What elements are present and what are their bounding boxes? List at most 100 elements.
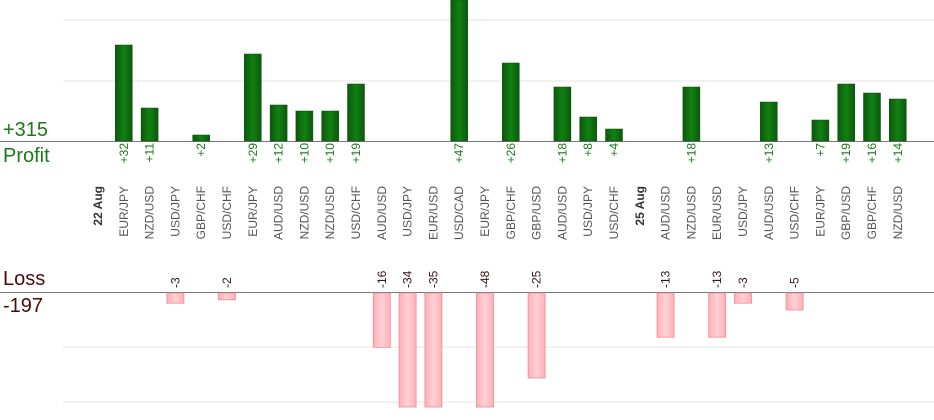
profit-value-label: +2 bbox=[194, 143, 208, 157]
loss-value-label: -34 bbox=[401, 270, 415, 288]
profit-bar bbox=[811, 119, 830, 142]
loss-bar bbox=[708, 292, 727, 338]
loss-value-label: -3 bbox=[736, 277, 750, 288]
category-label: USD/CAD bbox=[452, 186, 466, 240]
loss-bar bbox=[656, 292, 675, 338]
category-label: NZD/USD bbox=[323, 186, 337, 240]
category-label: EUR/JPY bbox=[117, 186, 131, 237]
profit-bar bbox=[347, 83, 365, 142]
profit-bar bbox=[863, 92, 881, 142]
value-labels: +32 +11 -3 +2 -2 +29 +12 +10 +10 +19 -16 -34 -35 +47 -… bbox=[117, 143, 905, 288]
profit-bar bbox=[889, 98, 907, 142]
profit-value-label: +16 bbox=[865, 143, 879, 164]
loss-value-label: -13 bbox=[710, 270, 724, 288]
profit-bar bbox=[244, 53, 262, 142]
category-label: NZD/USD bbox=[684, 186, 698, 240]
loss-bar bbox=[372, 292, 391, 348]
loss-value-label: -35 bbox=[426, 270, 440, 288]
loss-value-label: -25 bbox=[530, 270, 544, 288]
profit-bar bbox=[115, 44, 133, 142]
category-label: GBP/CHF bbox=[194, 186, 208, 239]
profit-value-label: +4 bbox=[607, 143, 621, 157]
category-label: AUD/USD bbox=[659, 186, 673, 240]
category-label: GBP/USD bbox=[839, 186, 853, 240]
category-label: AUD/USD bbox=[762, 186, 776, 240]
category-label: AUD/USD bbox=[272, 186, 286, 240]
profit-value-label: +10 bbox=[297, 143, 311, 164]
date-separator-label: 25 Aug bbox=[633, 186, 647, 226]
loss-bar bbox=[218, 292, 236, 301]
category-label: USD/JPY bbox=[581, 186, 595, 237]
profit-bar bbox=[760, 101, 778, 142]
profit-bar bbox=[837, 83, 855, 142]
category-label: USD/JPY bbox=[168, 186, 182, 237]
profit-bar bbox=[192, 134, 210, 142]
profit-value-label: +47 bbox=[452, 143, 466, 164]
profit-bar bbox=[605, 128, 623, 142]
category-label: EUR/JPY bbox=[478, 186, 492, 237]
profit-value-label: +29 bbox=[246, 143, 260, 164]
category-label: GBP/USD bbox=[530, 186, 544, 240]
loss-label: Loss bbox=[3, 268, 46, 290]
category-label: GBP/CHF bbox=[865, 186, 879, 239]
category-label: USD/CHF bbox=[788, 186, 802, 239]
profit-value-label: +12 bbox=[272, 143, 286, 164]
category-label: NZD/USD bbox=[143, 186, 157, 240]
loss-bar bbox=[424, 292, 443, 408]
profit-bar bbox=[579, 116, 597, 142]
category-label: GBP/CHF bbox=[504, 186, 518, 239]
category-label: AUD/USD bbox=[375, 186, 389, 240]
loss-value-label: -13 bbox=[659, 270, 673, 288]
category-label: USD/CHF bbox=[349, 186, 363, 239]
category-label: AUD/USD bbox=[555, 186, 569, 240]
profit-bar bbox=[553, 86, 572, 142]
loss-value-label: -2 bbox=[220, 277, 234, 288]
profit-bar bbox=[269, 104, 288, 142]
profit-value-label: +18 bbox=[684, 143, 698, 164]
profit-value-label: +10 bbox=[323, 143, 337, 164]
profit-value-label: +32 bbox=[117, 143, 131, 164]
category-label: EUR/USD bbox=[710, 186, 724, 240]
loss-value-label: -48 bbox=[478, 270, 492, 288]
profit-value-label: +11 bbox=[143, 143, 157, 163]
profit-value-label: +26 bbox=[504, 143, 518, 164]
bars bbox=[115, 0, 907, 408]
profit-bar bbox=[321, 110, 339, 142]
gridlines bbox=[63, 19, 934, 403]
profit-value-label: +7 bbox=[813, 143, 827, 157]
profit-label: Profit bbox=[3, 145, 50, 167]
category-label: USD/CHF bbox=[607, 186, 621, 239]
loss-bar bbox=[398, 292, 417, 408]
profit-value-label: +13 bbox=[762, 143, 776, 164]
profit-bar bbox=[682, 86, 701, 142]
profit-value-label: +19 bbox=[349, 143, 363, 164]
profit-value-label: +19 bbox=[839, 143, 853, 164]
profit-bar bbox=[295, 110, 314, 142]
category-labels: 22 Aug EUR/JPY NZD/USD USD/JPY GBP/CHF USD/CH… bbox=[91, 186, 905, 240]
loss-bar bbox=[166, 292, 185, 304]
profit-bar bbox=[140, 107, 159, 142]
loss-bar bbox=[734, 292, 752, 304]
category-label: NZD/USD bbox=[891, 186, 905, 240]
baselines bbox=[0, 141, 934, 293]
profit-value-label: +14 bbox=[891, 143, 905, 164]
category-label: USD/JPY bbox=[401, 186, 415, 237]
loss-total: -197 bbox=[3, 295, 44, 317]
profit-value-label: +18 bbox=[555, 143, 569, 164]
profit-bar bbox=[502, 62, 520, 142]
category-label: USD/CHF bbox=[220, 186, 234, 239]
date-separator-label: 22 Aug bbox=[91, 186, 105, 226]
loss-bar bbox=[476, 292, 494, 408]
profit-total: +315 bbox=[3, 119, 49, 141]
loss-bar bbox=[785, 292, 804, 311]
loss-value-label: -5 bbox=[788, 277, 802, 288]
category-label: USD/JPY bbox=[736, 186, 750, 237]
loss-value-label: -16 bbox=[375, 270, 389, 288]
category-label: EUR/JPY bbox=[813, 186, 827, 237]
loss-bar bbox=[527, 292, 546, 379]
loss-value-label: -3 bbox=[168, 277, 182, 288]
profit-value-label: +8 bbox=[581, 143, 595, 157]
category-label: NZD/USD bbox=[297, 186, 311, 240]
category-label: EUR/JPY bbox=[246, 186, 260, 237]
category-label: EUR/USD bbox=[426, 186, 440, 240]
